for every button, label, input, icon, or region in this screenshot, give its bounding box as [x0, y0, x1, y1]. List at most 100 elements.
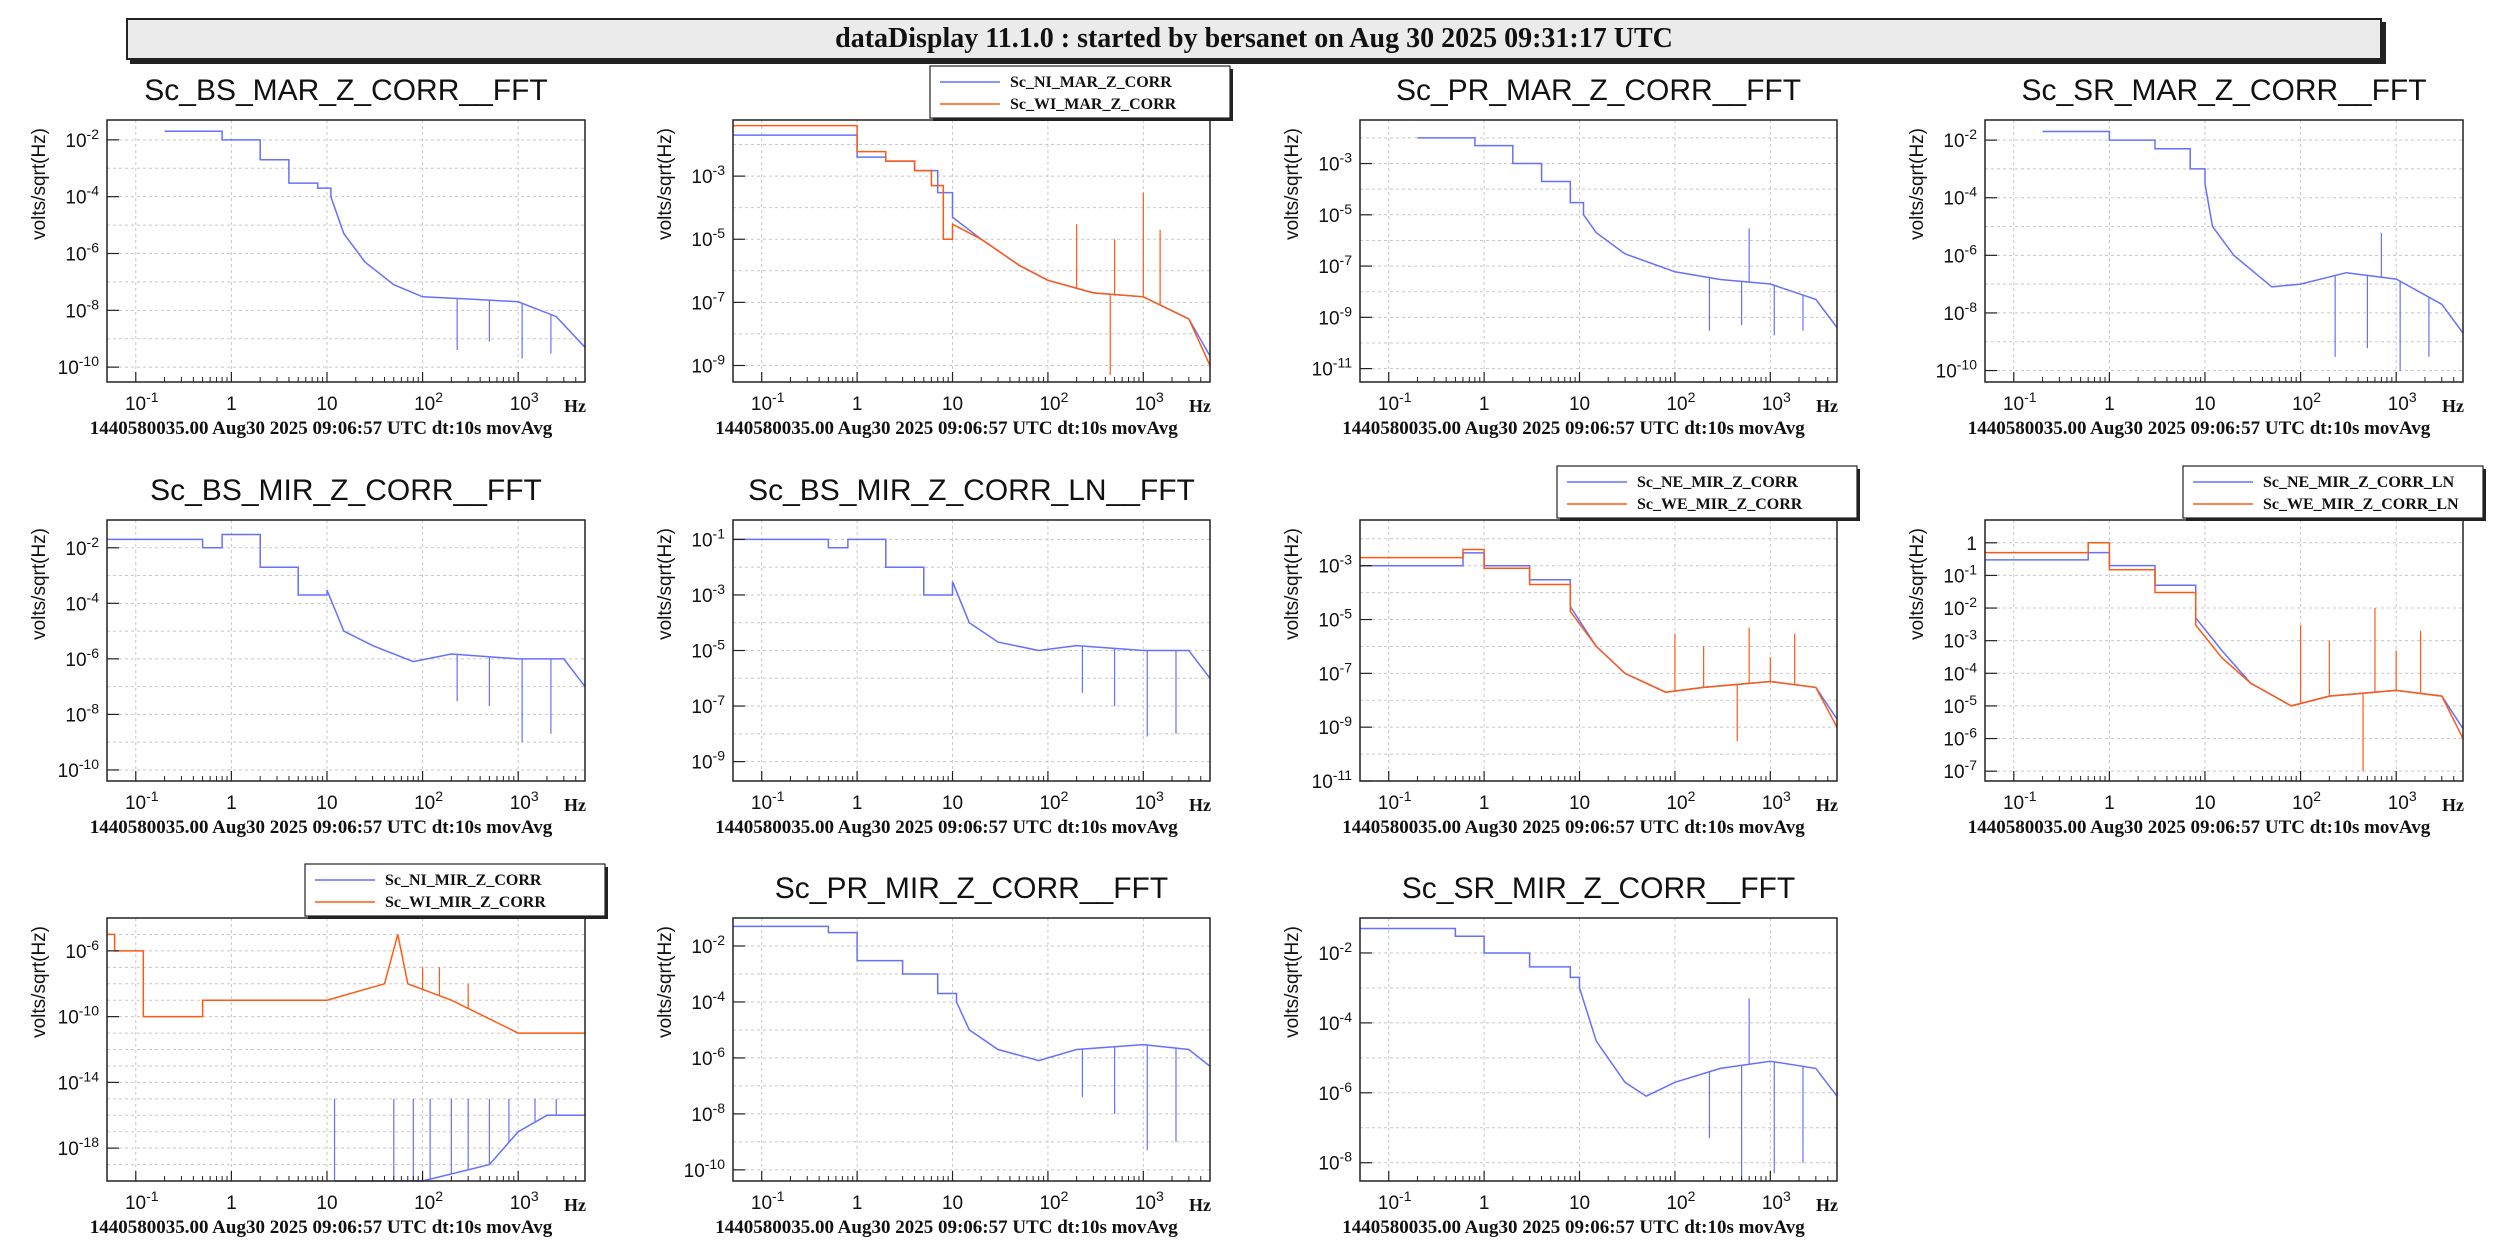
y-tick-label: 10-2: [1943, 126, 1977, 152]
y-tick-label: 10-9: [1318, 303, 1352, 329]
y-tick-label: 10-3: [1943, 627, 1977, 653]
legend-box: [2182, 465, 2484, 519]
y-tick-label: 10-3: [1318, 150, 1352, 176]
x-tick-label: 10-1: [1378, 1188, 1412, 1214]
y-tick-label: 10-11: [1312, 355, 1353, 381]
x-tick-label: 102: [1666, 788, 1695, 814]
y-tick-label: 10-6: [1318, 1079, 1352, 1105]
legend-label: Sc_NE_MIR_Z_CORR_LN: [2263, 474, 2455, 491]
chart-p1: 10-1 1 10 102 103 Hz 10-10 10-8 10-6 10-4 10-2 volt…: [29, 74, 586, 439]
legend-label: Sc_WE_MIR_Z_CORR: [1637, 496, 1803, 513]
y-tick-label: 10-8: [65, 700, 99, 726]
y-tick-label: 10-5: [1318, 606, 1352, 632]
x-axis-label: Hz: [1189, 1195, 1211, 1215]
legend-label: Sc_WI_MIR_Z_CORR: [385, 894, 546, 911]
x-tick-label: 102: [414, 1188, 443, 1214]
x-tick-label: 102: [2292, 389, 2321, 415]
y-tick-label: 10-4: [65, 183, 99, 209]
y-tick-label: 10-2: [1943, 594, 1977, 620]
x-axis-label: Hz: [2442, 795, 2464, 815]
x-tick-label: 103: [2388, 788, 2417, 814]
y-tick-label: 10-4: [1318, 1009, 1352, 1035]
x-tick-label: 102: [1039, 788, 1068, 814]
y-tick-label: 10-3: [691, 581, 725, 607]
chart-footer: 1440580035.00 Aug30 2025 09:06:57 UTC dt…: [715, 418, 1178, 439]
y-tick-label: 10-2: [65, 534, 99, 560]
legend-label: Sc_NE_MIR_Z_CORR: [1637, 474, 1798, 491]
x-tick-label: 1: [2104, 793, 2115, 814]
y-tick-label: 10-7: [1318, 659, 1352, 685]
y-tick-label: 10-4: [65, 589, 99, 615]
series-blue-line: [164, 130, 586, 348]
x-tick-label: 10-1: [751, 788, 785, 814]
series-orange-line: [1360, 548, 1838, 728]
y-tick-label: 10-14: [58, 1068, 100, 1094]
chart-p2: 10-1 1 10 102 103 Hz 10-9 10-7 10-5 10-3 volts/sqr…: [655, 65, 1233, 439]
chart-footer: 1440580035.00 Aug30 2025 09:06:57 UTC dt…: [1342, 418, 1805, 439]
legend-label: Sc_NI_MAR_Z_CORR: [1010, 74, 1172, 91]
chart-title: Sc_BS_MIR_Z_CORR__FFT: [150, 474, 542, 507]
y-tick-label: 10-8: [1318, 1149, 1352, 1175]
x-tick-label: 10: [942, 1193, 963, 1214]
plot-frame: [106, 917, 586, 1182]
chart-footer: 1440580035.00 Aug30 2025 09:06:57 UTC dt…: [1968, 418, 2431, 439]
series-blue-line: [733, 538, 1211, 679]
x-tick-label: 1: [226, 1193, 237, 1214]
chart-p8: 10-1 1 10 102 103 Hz 10-7 10-6 10-5 10-4 10-3 10-2 1…: [1907, 465, 2486, 838]
chart-p5: 10-1 1 10 102 103 Hz 10-10 10-8 10-6 10-4 10-2 volt…: [29, 474, 586, 838]
series-blue-line: [1417, 137, 1838, 328]
y-tick-label: 10-9: [1318, 713, 1352, 739]
x-tick-label: 103: [2388, 389, 2417, 415]
x-tick-label: 10: [1569, 1193, 1590, 1214]
x-tick-label: 10-1: [2003, 389, 2037, 415]
x-tick-label: 103: [1762, 788, 1791, 814]
y-tick-label: 10-4: [1943, 184, 1977, 210]
x-tick-label: 103: [1762, 1188, 1791, 1214]
y-tick-label: 10-6: [1943, 241, 1977, 267]
legend-label: Sc_WE_MIR_Z_CORR_LN: [2263, 496, 2459, 513]
x-axis-label: Hz: [1816, 396, 1838, 416]
chart-footer: 1440580035.00 Aug30 2025 09:06:57 UTC dt…: [90, 418, 553, 439]
series-orange-line: [1985, 542, 2464, 739]
x-axis-label: Hz: [564, 795, 586, 815]
y-tick-label: 10-6: [65, 240, 99, 266]
y-axis-label: volts/sqrt(Hz): [29, 528, 50, 640]
series-blue-line: [733, 134, 1211, 357]
x-tick-label: 10: [2194, 394, 2215, 415]
x-axis-label: Hz: [2442, 396, 2464, 416]
x-tick-label: 102: [1039, 389, 1068, 415]
x-tick-label: 10-1: [751, 1188, 785, 1214]
x-tick-label: 1: [1479, 793, 1490, 814]
y-tick-label: 10-7: [691, 692, 725, 718]
x-tick-label: 10: [1569, 793, 1590, 814]
y-tick-label: 10-6: [1943, 725, 1977, 751]
chart-footer: 1440580035.00 Aug30 2025 09:06:57 UTC dt…: [90, 817, 553, 838]
x-tick-label: 1: [852, 1193, 863, 1214]
chart-footer: 1440580035.00 Aug30 2025 09:06:57 UTC dt…: [715, 1217, 1178, 1238]
chart-title: Sc_PR_MAR_Z_CORR__FFT: [1396, 74, 1801, 107]
chart-p11: 10-1 1 10 102 103 Hz 10-8 10-6 10-4 10-2 volts/sqr…: [1282, 872, 1838, 1238]
chart-footer: 1440580035.00 Aug30 2025 09:06:57 UTC dt…: [1342, 1217, 1805, 1238]
x-tick-label: 10-1: [125, 1188, 159, 1214]
y-axis-label: volts/sqrt(Hz): [1282, 128, 1303, 240]
y-tick-label: 10-7: [691, 288, 725, 314]
x-tick-label: 10: [942, 793, 963, 814]
x-tick-label: 102: [2292, 788, 2321, 814]
x-tick-label: 1: [1479, 394, 1490, 415]
x-tick-label: 10: [316, 1193, 337, 1214]
y-tick-label: 10-8: [691, 1100, 725, 1126]
chart-title: Sc_PR_MIR_Z_CORR__FFT: [775, 872, 1168, 905]
y-axis-label: volts/sqrt(Hz): [1282, 926, 1303, 1038]
x-tick-label: 103: [510, 1188, 539, 1214]
y-tick-label: 10-2: [1318, 939, 1352, 965]
x-tick-label: 103: [1135, 389, 1164, 415]
x-tick-label: 10: [2194, 793, 2215, 814]
x-tick-label: 10-1: [125, 788, 159, 814]
y-tick-label: 10-10: [58, 1003, 100, 1029]
y-tick-label: 10-5: [1943, 692, 1977, 718]
x-tick-label: 10-1: [1378, 788, 1412, 814]
y-tick-label: 10-1: [691, 525, 725, 551]
chart-title: Sc_SR_MAR_Z_CORR__FFT: [2021, 74, 2426, 107]
x-tick-label: 102: [414, 788, 443, 814]
